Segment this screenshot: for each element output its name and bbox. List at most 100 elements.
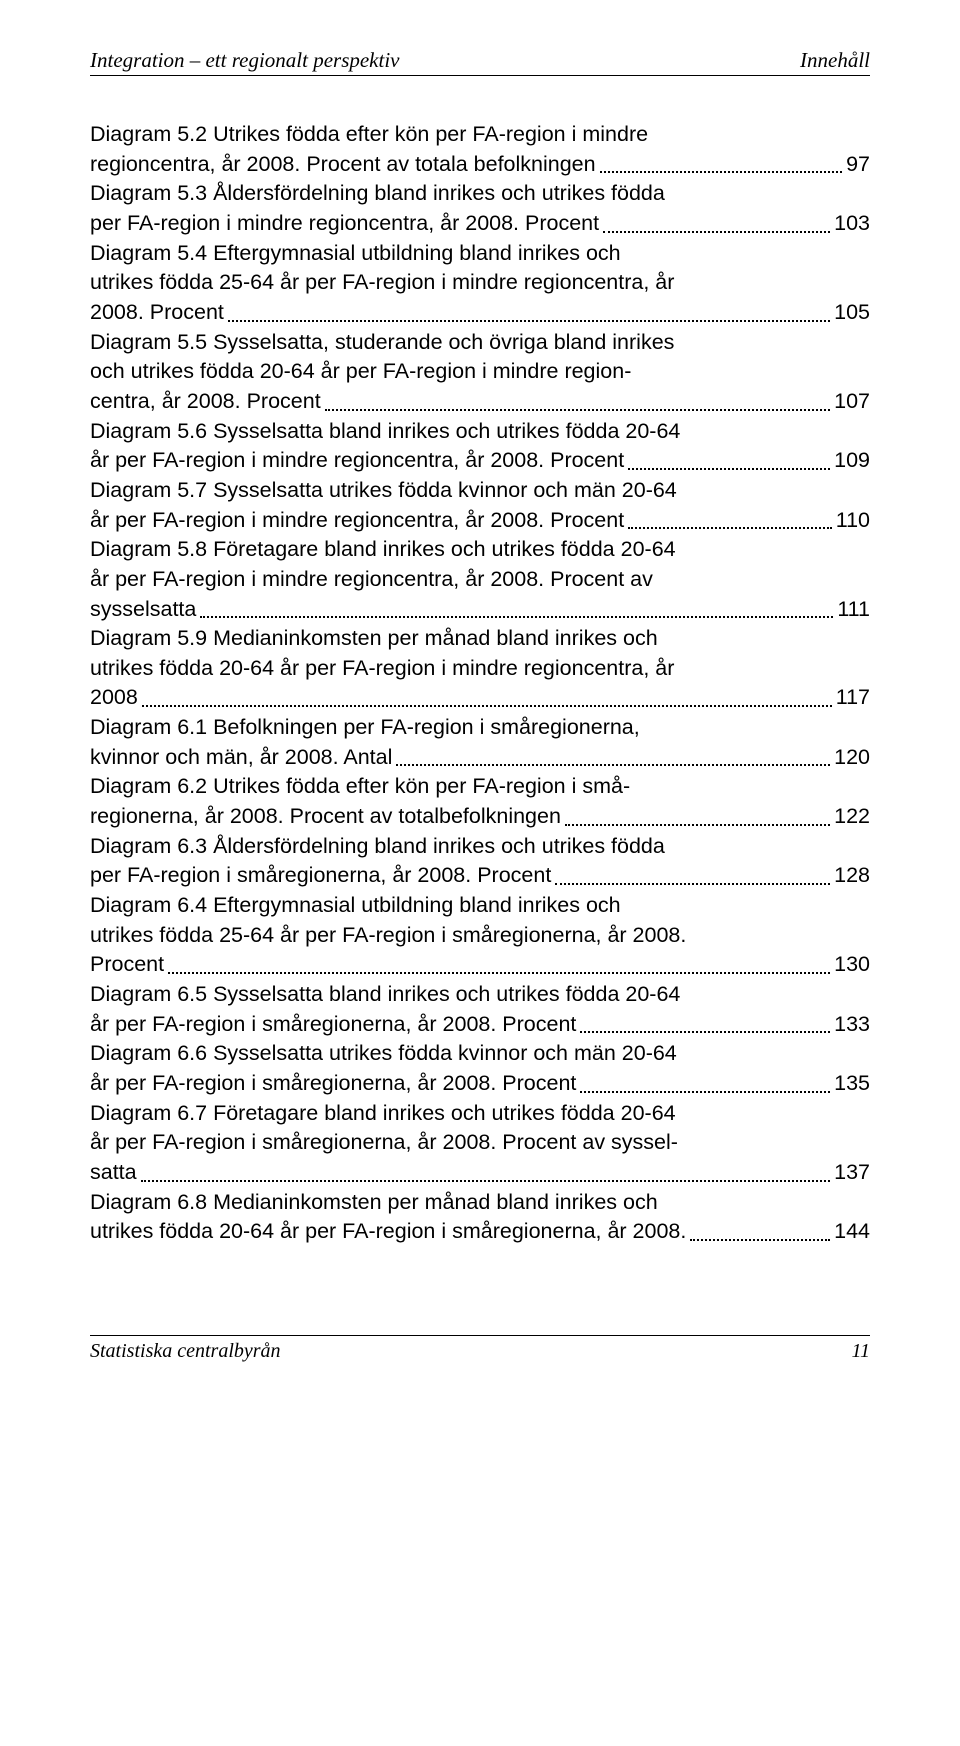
toc-entry: Diagram 6.8 Medianinkomsten per månad bl… (90, 1188, 870, 1247)
toc-entry-lastline: år per FA-region i mindre regioncentra, … (90, 506, 870, 536)
toc-entry-text: Diagram 6.6 Sysselsatta utrikes födda kv… (90, 1039, 870, 1069)
toc-entry-page: 103 (834, 209, 870, 239)
toc-entry-page: 133 (834, 1010, 870, 1040)
toc-entry-lastline: per FA-region i småregionerna, år 2008. … (90, 861, 870, 891)
toc-entry-page: 109 (834, 446, 870, 476)
toc-entry-page: 117 (836, 683, 870, 713)
toc-entry: Diagram 6.3 Åldersfördelning bland inrik… (90, 832, 870, 891)
toc-leader (168, 972, 830, 974)
toc-entry-page: 122 (834, 802, 870, 832)
toc-entry-text: 2008. Procent (90, 298, 224, 328)
toc-leader (580, 1031, 830, 1033)
header-right: Innehåll (800, 48, 870, 73)
toc-entry-lastline: 2008. Procent 105 (90, 298, 870, 328)
toc-entry-text: år per FA-region i småregionerna, år 200… (90, 1069, 576, 1099)
toc-leader (555, 883, 830, 885)
toc-entry-text: 2008 (90, 683, 138, 713)
toc-entry-text: utrikes födda 20-64 år per FA-region i m… (90, 654, 870, 684)
toc-entry: Diagram 5.2 Utrikes födda efter kön per … (90, 120, 870, 179)
toc-entry-text: år per FA-region i mindre regioncentra, … (90, 506, 624, 536)
toc-entry-page: 135 (834, 1069, 870, 1099)
toc-entry-lastline: 2008 117 (90, 683, 870, 713)
toc-leader (603, 231, 830, 233)
toc-entry-text: år per FA-region i småregionerna, år 200… (90, 1010, 576, 1040)
toc-entry-lastline: regioncentra, år 2008. Procent av totala… (90, 150, 870, 180)
page-header: Integration – ett regionalt perspektiv I… (90, 48, 870, 76)
toc-entry: Diagram 6.4 Eftergymnasial utbildning bl… (90, 891, 870, 980)
toc-leader (600, 171, 842, 173)
toc-entry-lastline: kvinnor och män, år 2008. Antal 120 (90, 743, 870, 773)
table-of-contents: Diagram 5.2 Utrikes födda efter kön per … (90, 120, 870, 1247)
toc-entry-page: 120 (834, 743, 870, 773)
toc-entry-text: år per FA-region i mindre regioncentra, … (90, 565, 870, 595)
toc-entry-page: 110 (836, 506, 870, 536)
toc-entry-text: satta (90, 1158, 137, 1188)
toc-leader (200, 616, 833, 618)
toc-entry-page: 97 (846, 150, 870, 180)
toc-leader (580, 1091, 830, 1093)
toc-entry: Diagram 5.3 Åldersfördelning bland inrik… (90, 179, 870, 238)
toc-entry-text: Diagram 6.1 Befolkningen per FA-region i… (90, 713, 870, 743)
toc-entry: Diagram 5.7 Sysselsatta utrikes födda kv… (90, 476, 870, 535)
toc-entry-text: och utrikes födda 20-64 år per FA-region… (90, 357, 870, 387)
toc-entry-text: Diagram 5.9 Medianinkomsten per månad bl… (90, 624, 870, 654)
toc-entry-text: Procent (90, 950, 164, 980)
toc-entry-text: Diagram 6.5 Sysselsatta bland inrikes oc… (90, 980, 870, 1010)
toc-entry: Diagram 5.8 Företagare bland inrikes och… (90, 535, 870, 624)
toc-entry-text: kvinnor och män, år 2008. Antal (90, 743, 392, 773)
toc-entry-lastline: satta 137 (90, 1158, 870, 1188)
toc-entry-text: Diagram 6.8 Medianinkomsten per månad bl… (90, 1188, 870, 1218)
toc-entry-text: Diagram 5.7 Sysselsatta utrikes födda kv… (90, 476, 870, 506)
toc-leader (690, 1239, 830, 1241)
toc-entry: Diagram 6.2 Utrikes födda efter kön per … (90, 772, 870, 831)
toc-entry-text: Diagram 5.5 Sysselsatta, studerande och … (90, 328, 870, 358)
toc-entry: Diagram 5.5 Sysselsatta, studerande och … (90, 328, 870, 417)
toc-entry-text: Diagram 5.2 Utrikes födda efter kön per … (90, 120, 870, 150)
footer-page-number: 11 (851, 1340, 870, 1363)
toc-entry: Diagram 6.5 Sysselsatta bland inrikes oc… (90, 980, 870, 1039)
toc-entry-lastline: centra, år 2008. Procent 107 (90, 387, 870, 417)
toc-leader (396, 764, 830, 766)
toc-entry-text: utrikes födda 25-64 år per FA-region i m… (90, 268, 870, 298)
toc-leader (628, 468, 830, 470)
toc-entry-text: utrikes födda 25-64 år per FA-region i s… (90, 921, 870, 951)
toc-entry-text: Diagram 5.4 Eftergymnasial utbildning bl… (90, 239, 870, 269)
toc-entry-text: sysselsatta (90, 595, 196, 625)
toc-entry-page: 128 (834, 861, 870, 891)
toc-leader (141, 1180, 831, 1182)
toc-entry-lastline: sysselsatta 111 (90, 595, 870, 625)
page-footer: Statistiska centralbyrån 11 (90, 1335, 870, 1363)
toc-entry-text: år per FA-region i mindre regioncentra, … (90, 446, 624, 476)
toc-entry-text: Diagram 6.4 Eftergymnasial utbildning bl… (90, 891, 870, 921)
toc-entry-page: 137 (834, 1158, 870, 1188)
toc-entry-page: 130 (834, 950, 870, 980)
toc-leader (565, 824, 830, 826)
toc-leader (142, 705, 832, 707)
toc-entry-text: Diagram 5.8 Företagare bland inrikes och… (90, 535, 870, 565)
toc-entry-text: per FA-region i mindre regioncentra, år … (90, 209, 599, 239)
toc-entry: Diagram 6.7 Företagare bland inrikes och… (90, 1099, 870, 1188)
toc-entry-text: Diagram 5.3 Åldersfördelning bland inrik… (90, 179, 870, 209)
toc-entry-text: regioncentra, år 2008. Procent av totala… (90, 150, 596, 180)
footer-left: Statistiska centralbyrån (90, 1340, 281, 1363)
toc-entry: Diagram 5.4 Eftergymnasial utbildning bl… (90, 239, 870, 328)
toc-entry-page: 105 (834, 298, 870, 328)
toc-entry-page: 107 (834, 387, 870, 417)
header-left: Integration – ett regionalt perspektiv (90, 48, 400, 73)
toc-entry-lastline: utrikes födda 20-64 år per FA-region i s… (90, 1217, 870, 1247)
toc-entry-text: per FA-region i småregionerna, år 2008. … (90, 861, 551, 891)
toc-entry-text: regionerna, år 2008. Procent av totalbef… (90, 802, 561, 832)
toc-entry-page: 111 (837, 595, 870, 625)
toc-entry-text: Diagram 6.2 Utrikes födda efter kön per … (90, 772, 870, 802)
toc-entry-text: utrikes födda 20-64 år per FA-region i s… (90, 1217, 686, 1247)
toc-entry-text: Diagram 5.6 Sysselsatta bland inrikes oc… (90, 417, 870, 447)
toc-entry-text: Diagram 6.7 Företagare bland inrikes och… (90, 1099, 870, 1129)
toc-entry-lastline: per FA-region i mindre regioncentra, år … (90, 209, 870, 239)
toc-leader (628, 527, 832, 529)
toc-entry: Diagram 6.1 Befolkningen per FA-region i… (90, 713, 870, 772)
toc-entry-text: centra, år 2008. Procent (90, 387, 321, 417)
toc-entry-lastline: år per FA-region i mindre regioncentra, … (90, 446, 870, 476)
toc-entry-lastline: år per FA-region i småregionerna, år 200… (90, 1010, 870, 1040)
toc-leader (325, 409, 830, 411)
toc-entry-page: 144 (834, 1217, 870, 1247)
